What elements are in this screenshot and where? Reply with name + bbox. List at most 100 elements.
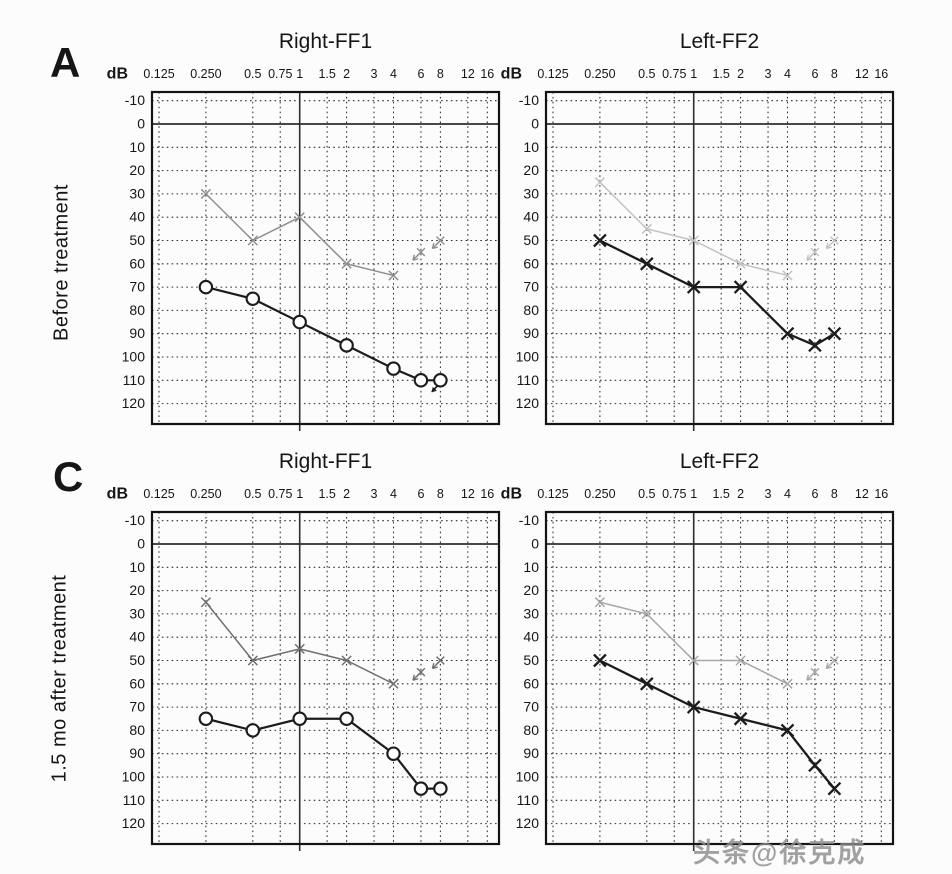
- svg-text:8: 8: [831, 67, 838, 81]
- svg-text:80: 80: [523, 302, 539, 318]
- y-axis-unit-label: dB: [501, 66, 522, 83]
- x-marker: [780, 723, 795, 738]
- x-marker: [782, 270, 793, 281]
- x-marker: [808, 338, 822, 353]
- svg-text:-10: -10: [519, 92, 539, 108]
- svg-text:-10: -10: [125, 512, 145, 528]
- svg-text:100: 100: [122, 349, 146, 365]
- svg-text:10: 10: [523, 559, 539, 575]
- frequency-tick-labels: 0.125 0.250 0.5 0.75 1 1.5 2 3 4 6 8 12 16: [143, 487, 494, 501]
- svg-text:3: 3: [765, 487, 772, 501]
- svg-text:30: 30: [523, 605, 539, 621]
- svg-text:-10: -10: [125, 92, 145, 108]
- no-response-arrow-icon: [412, 667, 426, 681]
- y-axis-unit-label: dB: [107, 486, 128, 503]
- audiogram-svg-left-ff2-before: 0.125 0.250 0.5 0.75 1 1.5 2 3 4 6 8 12 16 -10 0 10 20 30…: [501, 30, 895, 431]
- x-marker: [388, 678, 399, 689]
- svg-text:8: 8: [437, 67, 444, 81]
- row-label-after-treatment: 1.5 mo after treatment: [48, 574, 71, 783]
- svg-text:30: 30: [523, 185, 539, 201]
- x-marker: [782, 678, 793, 689]
- svg-text:0.5: 0.5: [638, 487, 655, 501]
- grid-lines: [152, 512, 499, 851]
- svg-text:20: 20: [523, 582, 539, 598]
- chart-title: Left-FF2: [680, 30, 759, 53]
- audiogram-svg-right-ff1-before: 0.125 0.250 0.5 0.75 1 1.5 2 3 4 6 8 12 16 -10 0 10 20 30…: [107, 30, 501, 431]
- circle-marker: [292, 314, 307, 330]
- svg-text:6: 6: [811, 487, 818, 501]
- svg-text:60: 60: [129, 255, 145, 271]
- circle-marker: [198, 279, 214, 295]
- svg-text:0.125: 0.125: [537, 67, 568, 81]
- svg-text:0: 0: [137, 536, 145, 552]
- series-dark-x-line: [593, 233, 842, 353]
- svg-text:4: 4: [390, 67, 397, 81]
- panel-c-label: C: [53, 453, 84, 500]
- svg-text:50: 50: [523, 652, 539, 668]
- svg-text:12: 12: [461, 487, 475, 501]
- grid-lines: [546, 92, 893, 431]
- svg-text:0: 0: [531, 536, 539, 552]
- svg-text:0.5: 0.5: [244, 67, 261, 81]
- no-response-arrow-icon: [431, 236, 445, 250]
- circle-marker: [198, 711, 214, 726]
- chart-title: Right-FF1: [279, 30, 372, 53]
- circle-marker: [339, 338, 354, 353]
- no-response-symbols: [412, 236, 445, 261]
- svg-text:16: 16: [480, 487, 494, 501]
- svg-text:40: 40: [129, 629, 145, 645]
- svg-text:80: 80: [523, 722, 539, 738]
- x-marker: [639, 676, 654, 691]
- svg-text:40: 40: [523, 629, 539, 645]
- db-tick-labels: -10 0 10 20 30 40 50 60 70 80 90 100 110 120: [122, 92, 146, 411]
- db-tick-labels: -10 0 10 20 30 40 50 60 70 80 90 100 110 120: [516, 512, 540, 831]
- x-marker: [200, 597, 212, 608]
- chart-left-ff2-after: 0.125 0.250 0.5 0.75 1 1.5 2 3 4 6 8 12 16 -10 0 10 20 30…: [489, 446, 899, 860]
- x-marker: [641, 608, 652, 620]
- svg-text:70: 70: [523, 699, 539, 715]
- svg-text:30: 30: [129, 605, 145, 621]
- no-response-arrow-icon: [806, 667, 820, 681]
- svg-text:10: 10: [129, 139, 145, 155]
- svg-text:6: 6: [417, 487, 424, 501]
- svg-text:50: 50: [523, 232, 539, 248]
- no-response-arrow-icon: [825, 656, 839, 670]
- svg-text:0.75: 0.75: [268, 67, 292, 81]
- svg-text:20: 20: [129, 162, 145, 178]
- plot-border: [544, 510, 895, 846]
- grid-lines: [546, 512, 893, 851]
- x-marker: [827, 326, 842, 341]
- svg-text:1: 1: [690, 487, 697, 501]
- plot-border: [544, 90, 895, 426]
- svg-text:80: 80: [129, 302, 145, 318]
- svg-text:-10: -10: [519, 512, 539, 528]
- svg-text:0.75: 0.75: [662, 67, 686, 81]
- svg-text:90: 90: [523, 745, 539, 761]
- svg-text:1: 1: [690, 67, 697, 81]
- y-axis-unit-label: dB: [501, 486, 522, 503]
- svg-text:2: 2: [343, 487, 350, 501]
- row-label-before-treatment: Before treatment: [50, 184, 73, 341]
- svg-text:16: 16: [874, 67, 888, 81]
- svg-text:0.250: 0.250: [190, 487, 221, 501]
- svg-text:1.5: 1.5: [318, 67, 335, 81]
- svg-text:100: 100: [122, 769, 146, 785]
- no-response-arrow-icon: [431, 656, 445, 670]
- series-light-x-line: [200, 597, 399, 689]
- x-marker: [247, 235, 258, 246]
- chart-title: Left-FF2: [680, 450, 759, 473]
- svg-text:110: 110: [123, 792, 146, 808]
- svg-text:100: 100: [516, 769, 540, 785]
- svg-text:8: 8: [831, 487, 838, 501]
- x-marker: [827, 781, 842, 796]
- series-light-x-line: [594, 177, 793, 281]
- y-axis-unit-label: dB: [107, 66, 128, 83]
- no-response-arrow-icon: [431, 384, 439, 393]
- svg-text:0.250: 0.250: [190, 67, 221, 81]
- circle-marker: [386, 361, 401, 376]
- circle-marker: [413, 781, 429, 796]
- circle-marker: [386, 746, 401, 761]
- circle-marker: [433, 781, 448, 796]
- svg-text:120: 120: [516, 815, 540, 831]
- db-tick-labels: -10 0 10 20 30 40 50 60 70 80 90 100 110 120: [516, 92, 540, 411]
